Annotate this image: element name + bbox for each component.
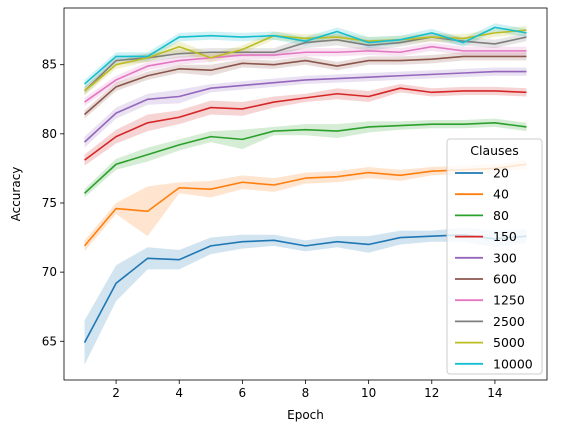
legend-label-2500: 2500 — [493, 314, 525, 329]
y-axis-ticks: 65 70 75 80 85 — [42, 58, 64, 348]
x-tick-label: 12 — [424, 386, 439, 400]
series-line-1250 — [84, 45, 527, 103]
legend-label-150: 150 — [493, 229, 517, 244]
band-80 — [84, 118, 527, 198]
series-lines — [83, 26, 527, 344]
band-300 — [84, 67, 527, 148]
band-2500 — [84, 32, 527, 96]
series-line-300 — [83, 70, 527, 143]
legend-label-10000: 10000 — [493, 356, 533, 371]
legend-label-5000: 5000 — [493, 335, 525, 350]
legend-title: Clauses — [470, 143, 519, 158]
series-line-80 — [83, 121, 527, 194]
y-tick-label: 85 — [42, 58, 57, 72]
x-tick-label: 4 — [175, 386, 183, 400]
band-150 — [84, 84, 527, 166]
x-axis-ticks: 2 4 6 8 10 12 14 — [112, 380, 503, 400]
y-tick-label: 70 — [42, 265, 57, 279]
y-tick-label: 75 — [42, 196, 57, 210]
series-line-150 — [84, 87, 527, 161]
x-tick-label: 2 — [112, 386, 120, 400]
legend-items: 20 40 80 150 300 600 1250 2500 5000 10000 — [455, 166, 533, 371]
y-axis-label: Accuracy — [9, 167, 23, 222]
x-tick-label: 10 — [361, 386, 376, 400]
legend-label-40: 40 — [493, 187, 509, 202]
x-tick-label: 6 — [239, 386, 247, 400]
series-line-10000 — [83, 26, 527, 85]
legend-label-80: 80 — [493, 208, 509, 223]
y-tick-label: 80 — [42, 127, 57, 141]
x-axis-label: Epoch — [287, 408, 324, 422]
legend-label-1250: 1250 — [493, 293, 525, 308]
series-line-600 — [83, 55, 527, 116]
y-tick-label: 65 — [42, 334, 57, 348]
legend-box — [446, 138, 543, 375]
series-line-5000 — [84, 29, 527, 92]
x-tick-label: 14 — [487, 386, 502, 400]
band-40 — [84, 160, 527, 252]
legend-label-20: 20 — [493, 166, 509, 181]
legend-label-600: 600 — [493, 272, 517, 287]
legend-label-300: 300 — [493, 250, 517, 265]
x-tick-label: 8 — [302, 386, 310, 400]
legend: Clauses 20 40 80 150 300 600 1250 2500 5000 10000 — [446, 138, 543, 375]
